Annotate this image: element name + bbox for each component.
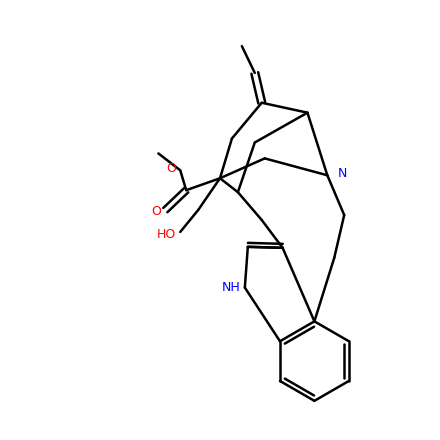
- Text: O: O: [166, 162, 176, 175]
- Text: NH: NH: [222, 281, 241, 294]
- Text: N: N: [337, 167, 347, 180]
- Text: HO: HO: [157, 228, 176, 242]
- Text: O: O: [151, 205, 161, 217]
